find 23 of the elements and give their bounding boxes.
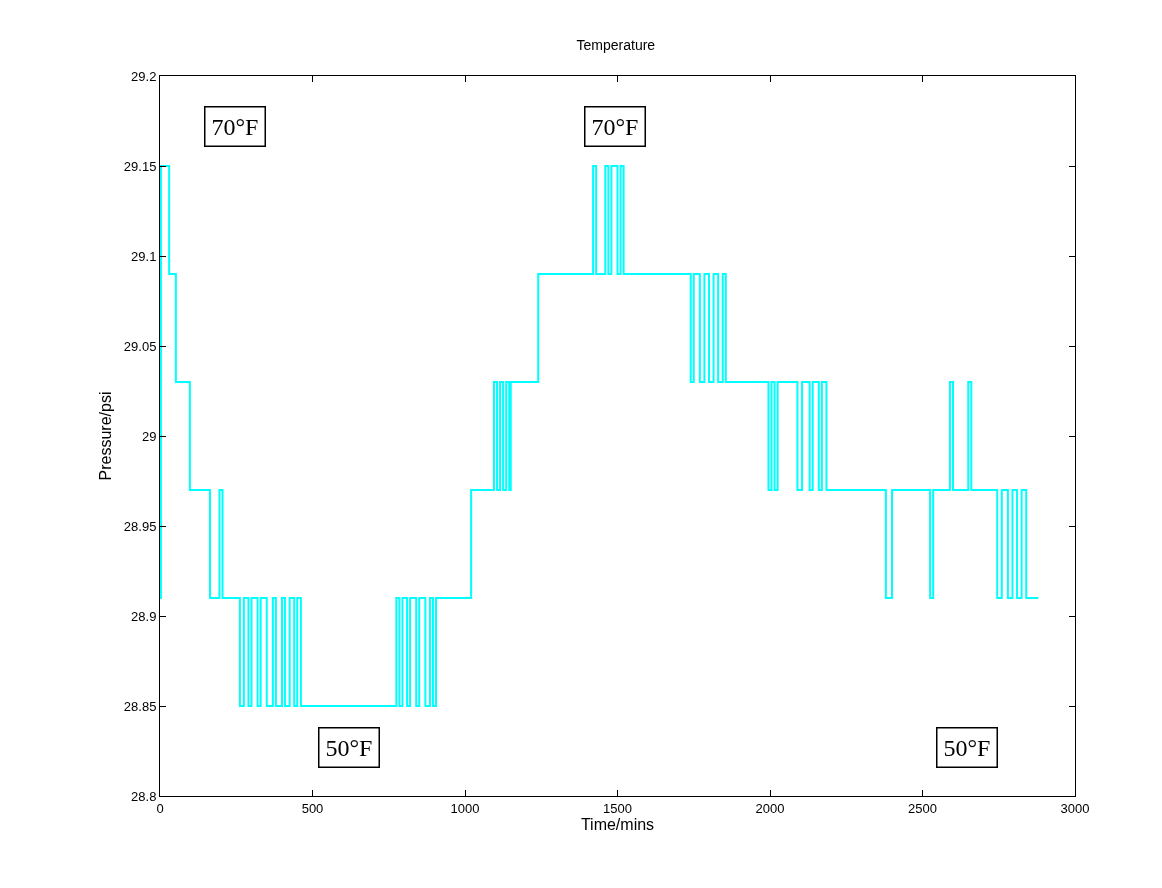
y-tick-label: 28.8	[131, 788, 157, 804]
y-tick-label: 29	[141, 428, 157, 444]
x-tick-label: 0	[156, 800, 164, 816]
x-tick-label: 1500	[603, 800, 632, 816]
y-tick-label: 29.1	[131, 248, 157, 264]
annotation: 50°F	[325, 734, 373, 761]
y-tick-label: 29.15	[123, 158, 157, 174]
y-axis-title: Pressure/psi	[96, 391, 114, 481]
chart-title: Temperature	[576, 36, 656, 53]
y-tick-label: 29.05	[123, 338, 157, 354]
annotation: 70°F	[591, 113, 639, 140]
y-tick-label: 28.9	[131, 608, 157, 624]
x-tick-label: 1000	[450, 800, 480, 816]
y-tick-label: 29.2	[131, 68, 157, 84]
x-axis-title: Time/mins	[580, 816, 655, 834]
y-tick-label: 28.85	[123, 698, 157, 714]
annotation: 70°F	[211, 113, 259, 140]
x-tick-label: 2000	[755, 800, 785, 816]
x-tick-label: 3000	[1060, 800, 1090, 816]
x-tick-label: 2500	[908, 800, 937, 816]
x-tick-label: 500	[301, 800, 324, 816]
y-tick-label: 28.95	[123, 518, 157, 534]
annotation: 50°F	[943, 734, 991, 761]
